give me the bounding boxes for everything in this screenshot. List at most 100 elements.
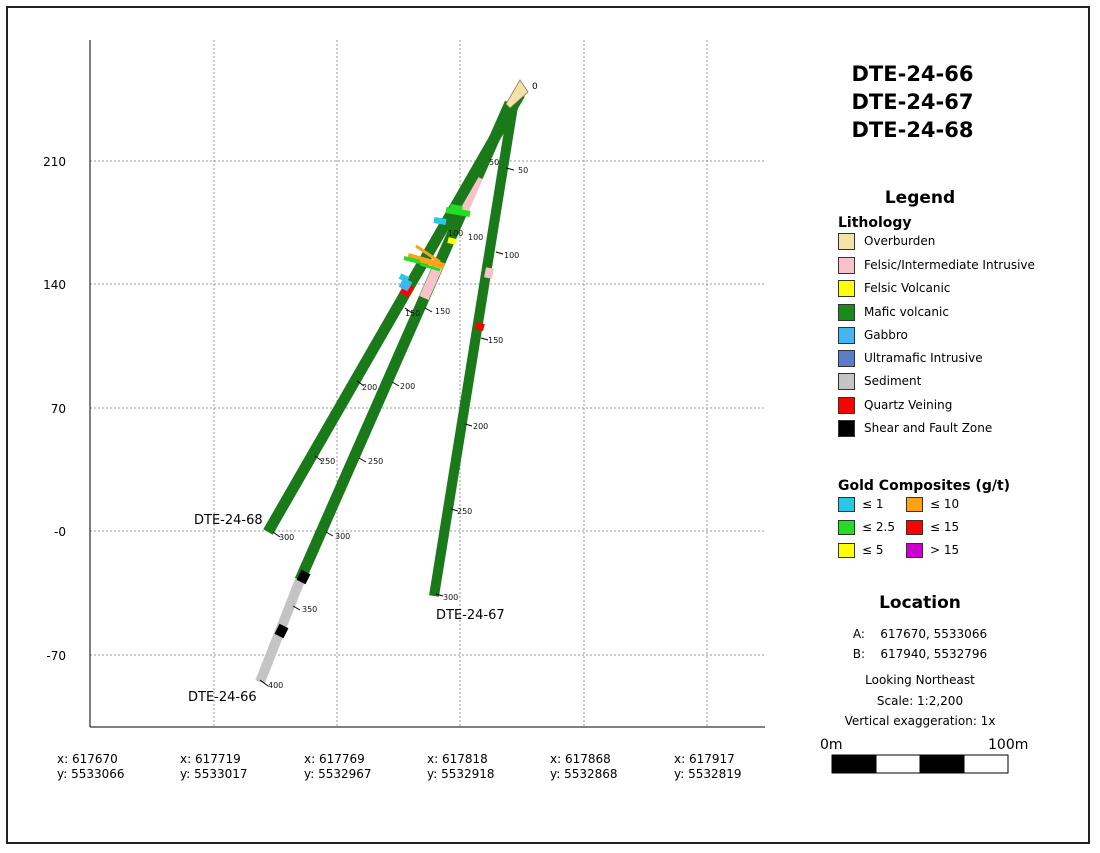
x-coord: x: 617719: [180, 752, 241, 766]
lithology-label: Felsic Volcanic: [864, 281, 951, 295]
hole-label-dte-24-68: DTE-24-68: [194, 513, 263, 528]
view-direction: Looking Northeast: [865, 673, 975, 687]
y-coord: y: 5532967: [304, 767, 372, 781]
depth-label: 50: [489, 158, 499, 167]
x-coord: x: 617818: [427, 752, 488, 766]
depth-label: 150: [405, 309, 420, 318]
depth-label: 300: [279, 533, 294, 542]
lithology-swatch: [838, 420, 855, 437]
lithology-swatch: [838, 257, 855, 274]
title-line-3: DTE-24-68: [851, 118, 974, 142]
depth-label: 50: [518, 166, 528, 175]
gold-label: ≤ 1: [862, 497, 884, 511]
y-coord: y: 5532819: [674, 767, 742, 781]
gold-composites-title: Gold Composites (g/t): [838, 478, 1011, 494]
depth-label: 100: [448, 229, 463, 238]
gold-label: ≤ 10: [930, 497, 960, 511]
grid: [90, 40, 765, 727]
lithology-swatch: [838, 350, 855, 367]
depth-label: 200: [473, 422, 488, 431]
hole-dte-24-67: [429, 99, 519, 597]
scalebar-start-label: 0m: [820, 737, 843, 753]
lithology-swatch: [838, 373, 855, 390]
gold-swatch: [906, 543, 923, 558]
lithology-title: Lithology: [838, 215, 912, 231]
depth-label: 200: [362, 383, 377, 392]
depth-label: 350: [302, 605, 317, 614]
y-tick-label: 140: [43, 278, 66, 292]
location-a: A: 617670, 5533066: [835, 627, 1005, 641]
lithology-label: Gabbro: [864, 328, 908, 342]
depth-label: 150: [435, 307, 450, 316]
y-tick-label: 210: [43, 155, 66, 169]
lithology-swatch: [838, 233, 855, 250]
y-tick-label: 70: [51, 402, 66, 416]
title-line-2: DTE-24-67: [851, 90, 974, 114]
figure-frame: [6, 6, 1090, 844]
overburden-collar: [505, 79, 529, 109]
lithology-label: Overburden: [864, 234, 936, 248]
x-coord: x: 617670: [57, 752, 118, 766]
x-coord-label: x: 617818 y: 5532918: [427, 752, 495, 782]
location-title: Location: [879, 593, 961, 613]
depth-label: 100: [468, 233, 483, 242]
legend-title: Legend: [884, 188, 956, 208]
y-tick-label: -70: [46, 649, 66, 663]
lithology-swatch: [838, 397, 855, 414]
y-coord: y: 5532918: [427, 767, 495, 781]
lithology-label: Ultramafic Intrusive: [864, 351, 983, 365]
gold-composites: [398, 204, 471, 283]
vertical-exaggeration: Vertical exaggeration: 1x: [844, 714, 996, 728]
gold-label: ≤ 5: [862, 543, 884, 557]
hole-dte-24-66: [255, 100, 516, 684]
scalebar-end-label: 100m: [988, 737, 1029, 753]
x-coord-label: x: 617670 y: 5533066: [57, 752, 125, 782]
collar-label: 0: [532, 82, 538, 92]
depth-label: 300: [443, 593, 458, 602]
depth-label: 150: [488, 336, 503, 345]
y-tick-label: -0: [54, 525, 66, 539]
gold-label: > 15: [930, 543, 960, 557]
lithology-label: Shear and Fault Zone: [864, 421, 993, 435]
x-coord: x: 617917: [674, 752, 735, 766]
location-a-text: A: 617670, 5533066: [852, 627, 988, 641]
lithology-swatch: [838, 304, 855, 321]
x-coord: x: 617868: [550, 752, 611, 766]
gold-swatch: [906, 497, 923, 512]
depth-label: 400: [268, 681, 283, 690]
y-coord: y: 5532868: [550, 767, 618, 781]
gold-label: ≤ 15: [930, 520, 960, 534]
location-b: B: 617940, 5532796: [835, 647, 1005, 661]
x-coord-label: x: 617868 y: 5532868: [550, 752, 618, 782]
lithology-label: Quartz Veining: [864, 398, 953, 412]
lithology-label: Felsic/Intermediate Intrusive: [864, 258, 1035, 272]
depth-label: 300: [335, 532, 350, 541]
depth-label: 250: [457, 507, 472, 516]
depth-label: 200: [400, 382, 415, 391]
x-coord-label: x: 617917 y: 5532819: [674, 752, 742, 782]
depth-label: 250: [320, 457, 335, 466]
location-b-text: B: 617940, 5532796: [852, 647, 988, 661]
hole-label-dte-24-67: DTE-24-67: [436, 608, 505, 623]
lithology-label: Sediment: [864, 374, 922, 388]
y-coord: y: 5533017: [180, 767, 248, 781]
lithology-swatch: [838, 327, 855, 344]
depth-label: 250: [368, 457, 383, 466]
gold-swatch: [838, 543, 855, 558]
gold-swatch: [906, 520, 923, 535]
x-coord: x: 617769: [304, 752, 365, 766]
lithology-label: Mafic volcanic: [864, 305, 949, 319]
x-coord-label: x: 617769 y: 5532967: [304, 752, 372, 782]
x-coord-label: x: 617719 y: 5533017: [180, 752, 248, 782]
depth-label: 100: [504, 251, 519, 260]
gold-swatch: [838, 520, 855, 535]
hole-label-dte-24-66: DTE-24-66: [188, 690, 257, 705]
scale-bar: [831, 754, 1009, 774]
map-scale: Scale: 1:2,200: [876, 694, 964, 708]
gold-label: ≤ 2.5: [862, 520, 895, 534]
y-coord: y: 5533066: [57, 767, 125, 781]
gold-swatch: [838, 497, 855, 512]
lithology-swatch: [838, 280, 855, 297]
title-line-1: DTE-24-66: [851, 62, 974, 86]
